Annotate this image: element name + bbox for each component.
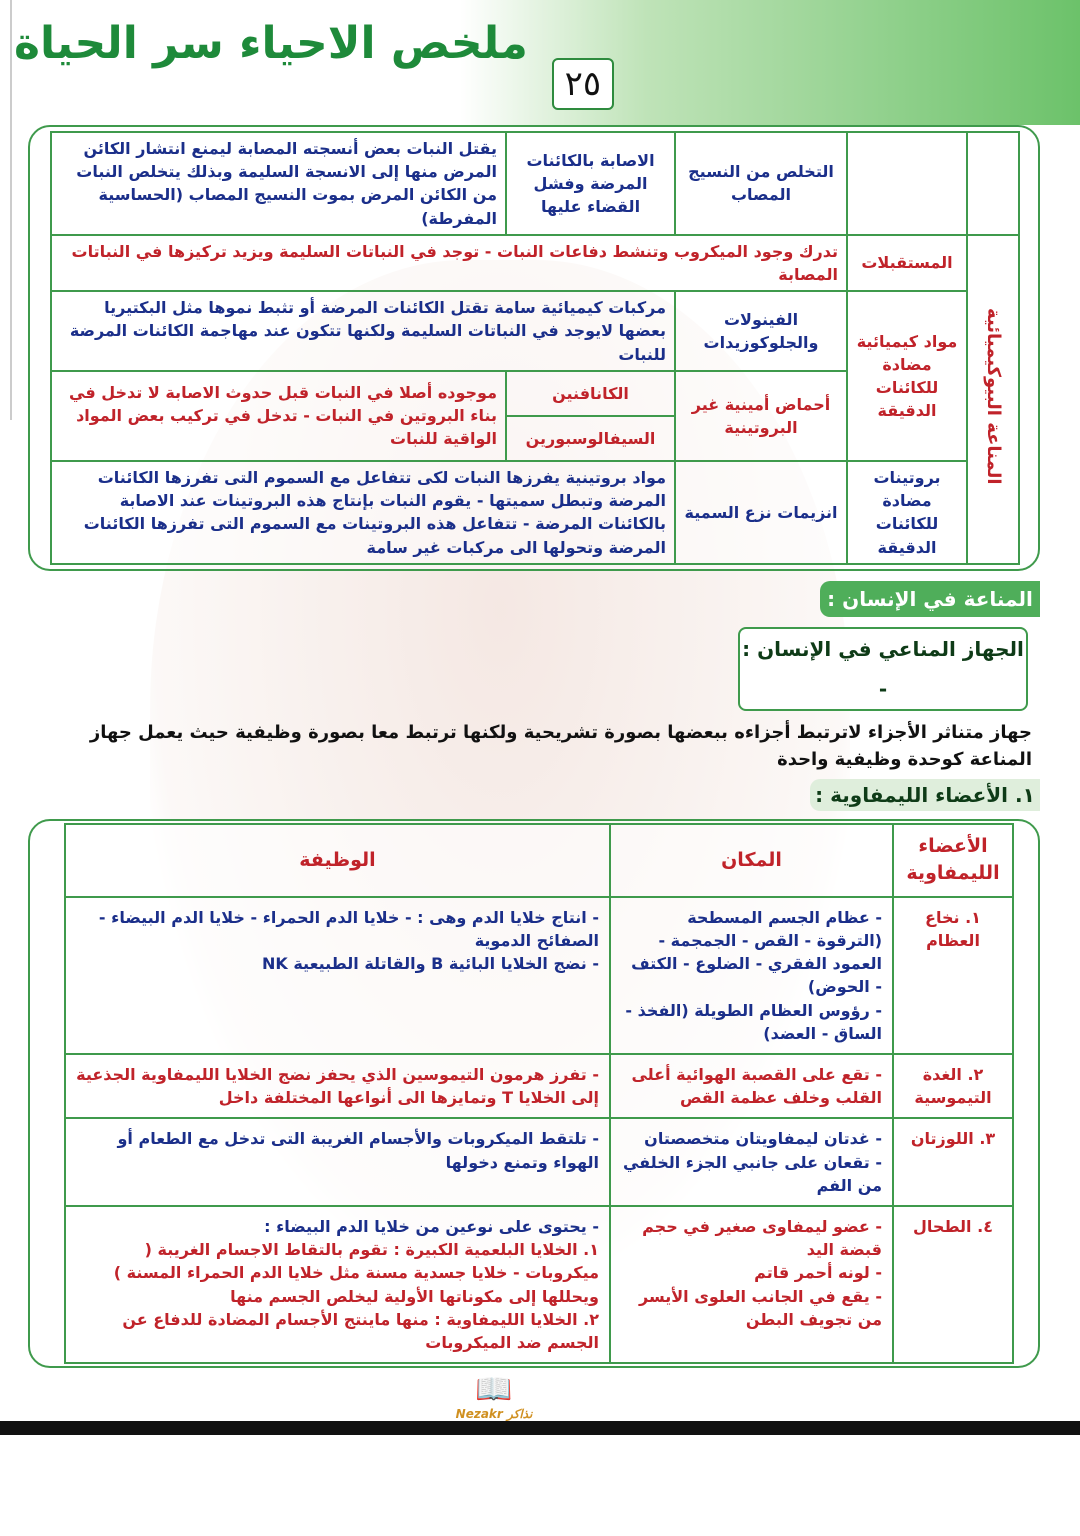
table-header-row: الأعضاء الليمفاوية المكان الوظيفة bbox=[64, 822, 1014, 898]
group-label: مواد كيميائية مضادة للكائنات الدقيقة bbox=[846, 290, 968, 463]
watermark-logo: 📖 Nezakr نذاكر bbox=[28, 1372, 1040, 1421]
vertical-label-cell: المناعة البيوكيميائية bbox=[966, 233, 1020, 565]
table-row: ٣. اللوزتان - غدتان ليمفاويتان متخصصتان -… bbox=[64, 1117, 1014, 1207]
table-row: أحماض أمينية غير البروتينية الكانافنين ا… bbox=[50, 369, 1019, 463]
organ-place: - عظام الجسم المسطحة (الترقوة - القص - ا… bbox=[609, 895, 894, 1056]
page-header: ملخص الاحياء سر الحياة ٢٥ bbox=[0, 0, 1080, 125]
empty-cell bbox=[846, 131, 968, 236]
row-name: انزيمات نزع السمية bbox=[674, 460, 848, 565]
organ-place: - عضو ليمفاوى صغير في حجم قبضة اليد - لون… bbox=[609, 1204, 894, 1365]
lymphatic-organs-table: الأعضاء الليمفاوية المكان الوظيفة ١. نخا… bbox=[64, 822, 1014, 1365]
table1-frame: التخلص من النسيج المصاب الاصابة بالكائنا… bbox=[28, 125, 1040, 571]
place-item: - رؤوس العظام الطويلة (الفخذ - الساق - ا… bbox=[625, 1000, 882, 1043]
organ-name: ٢. الغدة التيموسية bbox=[892, 1053, 1014, 1120]
function-item: - تفرز هرمون التيموسين الذي يحفز نضج الخ… bbox=[76, 1065, 599, 1108]
header-place: المكان bbox=[609, 822, 894, 898]
table-row: بروتينات مضادة للكائنات الدقيقة انزيمات … bbox=[50, 460, 1019, 565]
logo-text: Nezakr نذاكر bbox=[455, 1407, 533, 1422]
sub-item: السيفالوسبورين bbox=[525, 428, 656, 448]
row-desc: يقتل النبات بعض أنسجته المصابة ليمنع انت… bbox=[50, 131, 507, 236]
sub-item: الكانافنين bbox=[507, 372, 674, 417]
header-row: ملخص الاحياء سر الحياة ٢٥ bbox=[14, 18, 614, 110]
page-title: ملخص الاحياء سر الحياة bbox=[14, 18, 528, 69]
row-name: التخلص من النسيج المصاب bbox=[674, 131, 848, 236]
place-item: - لونه أحمر قاتم bbox=[754, 1263, 882, 1283]
function-item: - يحتوى على نوعين من خلايا الدم البيضاء … bbox=[264, 1216, 599, 1236]
function-item: - نضج الخلايا البائية B والقاتلة الطبيعي… bbox=[261, 954, 599, 974]
group-label: بروتينات مضادة للكائنات الدقيقة bbox=[846, 460, 968, 565]
vertical-label: المناعة البيوكيميائية bbox=[983, 307, 1005, 485]
row-name: أحماض أمينية غير البروتينية bbox=[674, 369, 848, 463]
organ-name: ٣. اللوزتان bbox=[892, 1117, 1014, 1207]
table-row: ٤. الطحال - عضو ليمفاوى صغير في حجم قبضة… bbox=[64, 1204, 1014, 1365]
plant-immunity-table: التخلص من النسيج المصاب الاصابة بالكائنا… bbox=[50, 131, 1020, 565]
bottom-bar bbox=[0, 1421, 1080, 1436]
table-row: المناعة البيوكيميائية المستقبلات تدرك وج… bbox=[50, 233, 1020, 565]
section-paragraph: جهاز متناثر الأجزاء لاترتبط أجزاءه ببعضه… bbox=[89, 721, 1032, 770]
organ-place: - تقع على القصبة الهوائية أعلى القلب وخل… bbox=[609, 1053, 894, 1120]
organ-place: - غدتان ليمفاويتان متخصصتان - تقعان على ج… bbox=[609, 1117, 894, 1207]
row-cause: الاصابة بالكائنات المرضة وفشل القضاء علي… bbox=[505, 131, 676, 236]
section-heading: المناعة في الإنسان : bbox=[820, 580, 1040, 617]
place-item: - غدتان ليمفاويتان متخصصتان bbox=[644, 1129, 882, 1149]
table-row: ٢. الغدة التيموسية - تقع على القصبة الهو… bbox=[64, 1053, 1014, 1120]
page-content: التخلص من النسيج المصاب الاصابة بالكائنا… bbox=[0, 125, 1080, 1421]
table-row: مواد كيميائية مضادة للكائنات الدقيقة الف… bbox=[50, 290, 1019, 463]
function-item: - انتاج خلايا الدم وهى : - خلايا الدم ال… bbox=[98, 907, 599, 951]
row-name: المستقبلات bbox=[846, 233, 968, 293]
row-desc: تدرك وجود الميكروب وتنشط دفاعات النبات -… bbox=[50, 233, 848, 293]
page-number: ٢٥ bbox=[551, 58, 614, 110]
header-organs: الأعضاء الليمفاوية bbox=[892, 822, 1014, 898]
organ-function: - انتاج خلايا الدم وهى : - خلايا الدم ال… bbox=[64, 895, 611, 1056]
page-edge-line bbox=[10, 0, 12, 420]
row-name: الفينولات والجلوكوزيدات bbox=[674, 290, 848, 372]
place-item: - تقعان على جانبي الجزء الخلفي من الفم bbox=[622, 1152, 882, 1195]
place-item: - تقع على القصبة الهوائية أعلى القلب وخل… bbox=[631, 1065, 882, 1108]
table2-frame: الأعضاء الليمفاوية المكان الوظيفة ١. نخا… bbox=[28, 818, 1040, 1369]
organ-function: - تفرز هرمون التيموسين الذي يحفز نضج الخ… bbox=[64, 1053, 611, 1120]
place-item: - يقع في الجانب العلوى الأيسر من تجويف ا… bbox=[639, 1286, 882, 1329]
row-desc: مواد بروتينية يفرزها النبات لكى تتفاعل م… bbox=[50, 460, 676, 565]
organ-function: - يحتوى على نوعين من خلايا الدم البيضاء … bbox=[64, 1204, 611, 1365]
row-desc: موجوده أصلا في النبات قبل حدوث الاصابة ل… bbox=[50, 369, 507, 463]
sub-cells: الكانافنين السيفالوسبورين bbox=[505, 369, 676, 463]
table-row: ١. نخاع العظام - عظام الجسم المسطحة (الت… bbox=[64, 895, 1014, 1056]
row-desc: مركبات كيميائية سامة تقتل الكائنات المرض… bbox=[50, 290, 676, 372]
organ-name: ١. نخاع العظام bbox=[892, 895, 1014, 1056]
function-item: ١. الخلايا البلعمية الكبيرة : تقوم بالتق… bbox=[113, 1240, 599, 1306]
organ-function: - تلتقط الميكروبات والأجسام الغريبة التى… bbox=[64, 1117, 611, 1207]
place-item: - عظام الجسم المسطحة (الترقوة - القص - ا… bbox=[631, 907, 882, 997]
book-icon: 📖 bbox=[475, 1372, 513, 1408]
logo-inner: 📖 Nezakr نذاكر bbox=[456, 1372, 533, 1421]
header-function: الوظيفة bbox=[64, 822, 611, 898]
function-item: ٢. الخلايا الليمفاوية : منها ماينتج الأج… bbox=[122, 1309, 599, 1352]
section-subheading: الجهاز المناعي في الإنسان : - bbox=[738, 626, 1028, 711]
table-row: التخلص من النسيج المصاب الاصابة بالكائنا… bbox=[50, 131, 1020, 236]
function-item: - تلتقط الميكروبات والأجسام الغريبة التى… bbox=[117, 1129, 599, 1172]
empty-cell bbox=[966, 131, 1020, 236]
place-item: - عضو ليمفاوى صغير في حجم قبضة اليد bbox=[642, 1216, 882, 1260]
organ-name: ٤. الطحال bbox=[892, 1204, 1014, 1365]
list-heading: ١. الأعضاء الليمفاوية : bbox=[810, 778, 1040, 811]
